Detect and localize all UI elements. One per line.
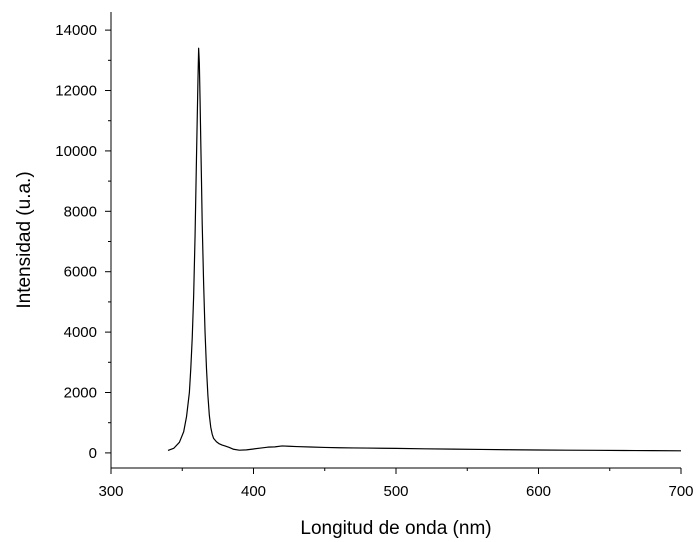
x-tick-label: 700 (668, 483, 693, 500)
x-axis-title: Longitud de onda (nm) (300, 518, 491, 539)
y-tick-label: 12000 (55, 83, 97, 100)
y-tick-label: 10000 (55, 143, 97, 160)
y-tick-label: 2000 (64, 385, 97, 402)
x-tick-label: 400 (241, 483, 266, 500)
y-tick-label: 0 (89, 445, 97, 462)
y-axis-title: Intensidad (u.a.) (14, 171, 35, 308)
y-tick-label: 8000 (64, 203, 97, 220)
x-tick-label: 600 (526, 483, 551, 500)
spectrum-line (167, 47, 682, 452)
x-tick-label: 300 (98, 483, 123, 500)
y-tick-label: 4000 (64, 324, 97, 341)
y-ticks: 0 2000 4000 6000 8000 10000 12000 14000 (55, 22, 111, 462)
y-tick-label: 6000 (64, 264, 97, 281)
axes (110, 12, 681, 469)
x-ticks: 300 400 500 600 700 (98, 468, 694, 500)
x-tick-label: 500 (383, 483, 408, 500)
y-tick-label: 14000 (55, 22, 97, 39)
series-layer (167, 47, 682, 452)
